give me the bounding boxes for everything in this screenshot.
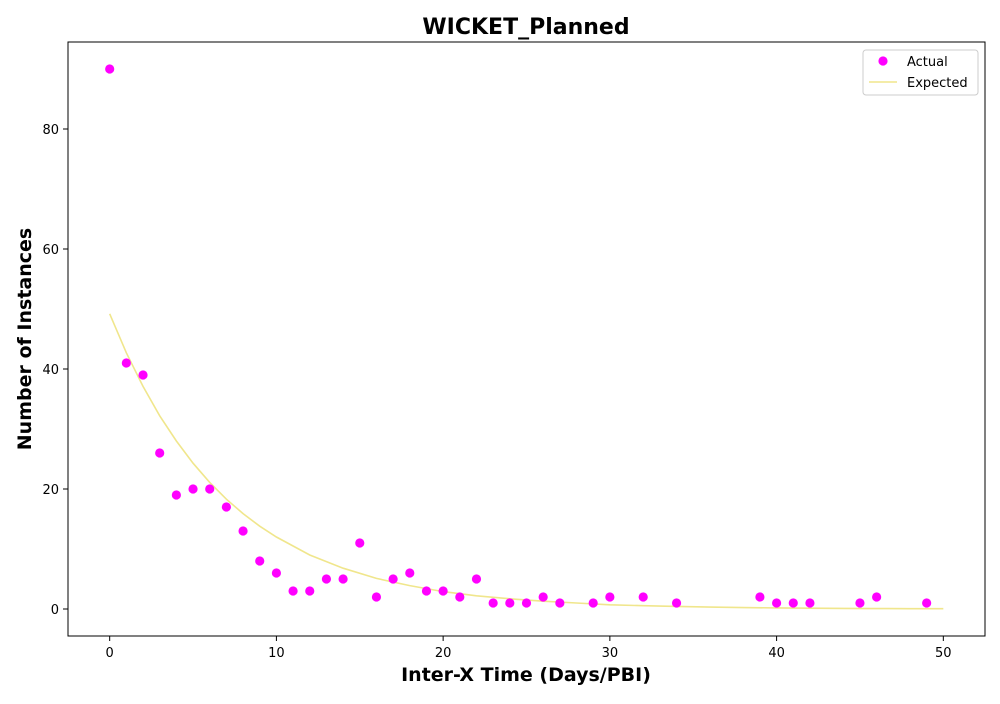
data-point	[538, 592, 548, 602]
y-tick-label: 40	[42, 363, 59, 378]
data-point	[371, 592, 382, 602]
data-point	[388, 574, 398, 584]
data-point	[155, 448, 165, 458]
data-point	[121, 358, 131, 368]
data-point	[471, 574, 482, 584]
data-point	[555, 598, 565, 608]
y-tick-label: 80	[42, 123, 59, 138]
data-point	[271, 568, 282, 578]
data-point	[805, 598, 815, 608]
x-tick-label: 40	[768, 646, 785, 661]
data-point	[338, 574, 348, 584]
x-tick-label: 10	[268, 646, 285, 661]
data-point	[588, 598, 598, 608]
x-tick-label: 0	[106, 646, 114, 661]
data-point	[171, 490, 181, 500]
data-point	[505, 598, 515, 608]
y-axis-label: Number of Instances	[14, 228, 36, 450]
data-point	[922, 598, 932, 608]
expected-curve	[108, 313, 944, 610]
legend-marker-actual	[878, 56, 888, 66]
legend: Actual Expected	[862, 49, 979, 96]
x-tick-label: 20	[435, 646, 452, 661]
data-point	[321, 574, 332, 584]
data-point	[872, 592, 882, 602]
data-point	[605, 592, 615, 602]
plot-frame	[67, 41, 986, 637]
data-point	[521, 598, 532, 608]
data-point	[771, 598, 782, 608]
data-point	[138, 370, 148, 380]
plot-area: 0 10 20 30 40 50 0 20 40 60 80 Actual Expected	[42, 41, 986, 661]
data-point	[221, 502, 231, 512]
data-point	[105, 64, 115, 74]
x-tick-label: 30	[602, 646, 619, 661]
data-point	[355, 538, 365, 548]
data-point	[755, 592, 765, 602]
data-point	[788, 598, 798, 608]
data-point	[488, 598, 498, 608]
data-point	[188, 484, 198, 494]
legend-label: Expected	[907, 76, 968, 91]
y-tick-label: 60	[42, 243, 59, 258]
legend-label: Actual	[907, 55, 948, 70]
legend-box	[862, 49, 979, 96]
data-point	[305, 586, 315, 596]
data-point	[455, 592, 465, 602]
data-point	[288, 586, 298, 596]
data-point	[671, 598, 682, 608]
data-point	[638, 592, 648, 602]
data-point	[205, 484, 215, 494]
data-point	[238, 526, 248, 536]
data-point	[855, 598, 865, 608]
x-axis-label: Inter-X Time (Days/PBI)	[401, 664, 651, 686]
data-point	[438, 586, 448, 596]
data-point	[421, 586, 432, 596]
data-point	[255, 556, 265, 566]
x-tick-label: 50	[935, 646, 952, 661]
data-point	[405, 568, 415, 578]
y-tick-label: 0	[51, 603, 59, 618]
chart-title: WICKET_Planned	[422, 15, 629, 40]
y-tick-label: 20	[42, 483, 59, 498]
